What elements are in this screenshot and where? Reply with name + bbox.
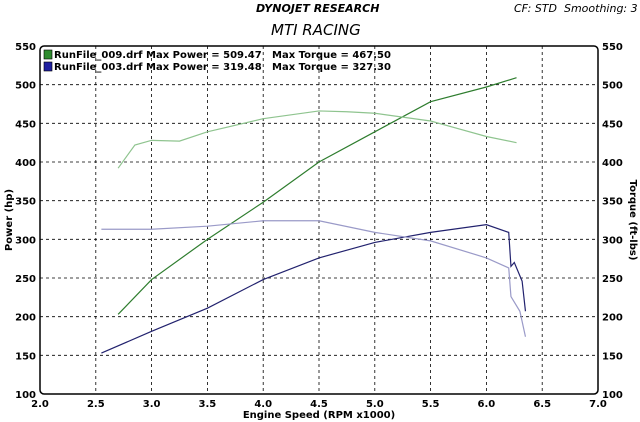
y-tick-label: 250 <box>15 274 36 285</box>
y-tick-label: 450 <box>15 119 36 130</box>
legend-label: RunFile_003.drf Max Power = 319.48 <box>54 62 262 73</box>
y2-tick-label: 200 <box>602 313 623 324</box>
y2-tick-label: 350 <box>602 197 623 208</box>
x-tick-label: 7.0 <box>589 399 607 410</box>
y-tick-label: 400 <box>15 158 36 169</box>
x-tick-label: 2.5 <box>87 399 105 410</box>
y2-tick-label: 400 <box>602 158 623 169</box>
y-tick-label: 100 <box>15 390 36 401</box>
y2-tick-label: 500 <box>602 81 623 92</box>
y2-tick-label: 300 <box>602 235 623 246</box>
y-tick-label: 500 <box>15 81 36 92</box>
x-tick-label: 4.5 <box>310 399 328 410</box>
y2-tick-label: 100 <box>602 390 623 401</box>
series-line <box>101 224 527 354</box>
series-line <box>117 77 517 315</box>
y-tick-label: 200 <box>15 313 36 324</box>
x-axis-label: Engine Speed (RPM x1000) <box>243 410 395 421</box>
y-tick-label: 300 <box>15 235 36 246</box>
y-tick-label: 350 <box>15 197 36 208</box>
chart-title: MTI RACING <box>271 21 361 39</box>
y-tick-label: 550 <box>15 42 36 53</box>
y-axis-label: Power (hp) <box>4 189 15 251</box>
legend-label: RunFile_009.drf Max Power = 509.47 <box>54 50 262 61</box>
legend-swatch <box>43 61 53 72</box>
y2-axis-label: Torque (ft-lbs) <box>627 180 638 261</box>
x-tick-label: 2.0 <box>31 399 49 410</box>
y-tick-label: 150 <box>15 351 36 362</box>
series-line <box>117 110 517 169</box>
series-line <box>101 220 527 337</box>
y2-tick-label: 550 <box>602 42 623 53</box>
x-tick-label: 3.5 <box>199 399 217 410</box>
x-tick-label: 6.5 <box>533 399 551 410</box>
y2-tick-label: 150 <box>602 351 623 362</box>
x-tick-label: 5.5 <box>422 399 440 410</box>
y2-tick-label: 250 <box>602 274 623 285</box>
legend-torque-label: Max Torque = 467.50 <box>272 50 391 61</box>
legend-torque-label: Max Torque = 327.30 <box>272 62 391 73</box>
y2-tick-label: 450 <box>602 119 623 130</box>
company-name: DYNOJET RESEARCH <box>256 2 380 15</box>
x-tick-label: 3.0 <box>143 399 161 410</box>
x-tick-label: 5.0 <box>366 399 384 410</box>
settings-text: CF: STD Smoothing: 3 <box>514 2 638 15</box>
x-tick-label: 6.0 <box>478 399 496 410</box>
x-tick-label: 4.0 <box>254 399 272 410</box>
legend-swatch <box>43 49 53 60</box>
